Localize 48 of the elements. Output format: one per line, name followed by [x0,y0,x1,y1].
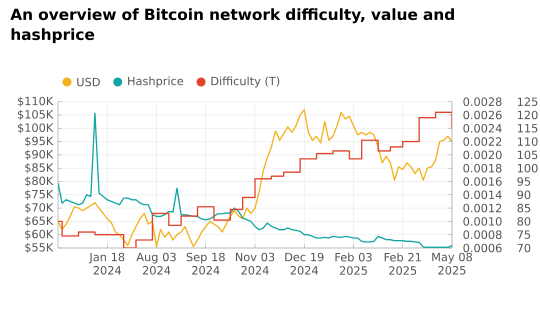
y3-tick-label: 125 [518,97,538,106]
y3-tick-label: 95 [517,177,530,186]
y-tick-label: $85K [25,163,54,174]
y3-tick-label: 70 [518,244,530,252]
y2-tick-label: 0.0012 [463,204,502,212]
y2-tick-label: 0.0008 [463,230,502,239]
y-tick-label: $65K [25,216,54,227]
x-tick-label: May 08 2025 [432,252,472,275]
y-tick-label: $110K [18,96,54,107]
y-tick-label: $90K [25,150,54,160]
y3-tick-label: 80 [517,217,530,226]
y2-tick-label: 0.0016 [463,177,502,186]
y2-tick-label: 0.0024 [463,124,502,133]
x-tick-label: Feb 03 2025 [335,252,372,275]
y3-tick-label: 100 [518,164,538,172]
y2-tick-label: 0.0018 [463,164,502,172]
y3-tick-label: 105 [518,150,538,160]
x-tick-label: Sep 18 2024 [186,252,225,275]
y-tick-label: $60K [25,230,54,240]
y2-tick-label: 0.0022 [463,137,502,146]
x-tick-label: Dec 19 2024 [285,252,324,275]
y-tick-label: $100K [18,123,54,134]
y2-tick-label: 0.0026 [463,110,502,120]
legend-label: USD [77,78,100,86]
y2-tick-label: 0.0006 [463,244,502,252]
x-tick-label: Aug 03 2024 [136,252,176,275]
x-tick-label: Nov 03 2024 [236,252,274,275]
x-tick-label: Feb 21 2025 [384,252,421,275]
y3-tick-label: 115 [518,124,538,133]
y-tick-label: $95K [25,136,54,147]
legend-label: Hashprice [128,76,184,88]
y2-tick-label: 0.0010 [463,217,502,226]
y2-tick-label: 0.0020 [463,150,502,160]
y3-tick-label: 75 [518,230,530,239]
x-tick-label: Jan 18 2024 [88,252,124,275]
y3-tick-label: 110 [518,137,538,146]
y-tick-label: $75K [25,190,54,200]
y-tick-label: $80K [25,176,54,187]
y-tick-label: $55K [25,242,54,254]
y-tick-label: $105K [18,110,54,120]
legend-label: Difficulty (T) [211,76,280,88]
y2-tick-label: 0.0028 [463,97,502,106]
y3-tick-label: 85 [517,204,530,212]
y3-tick-label: 90 [517,190,530,200]
y-tick-label: $70K [25,202,54,214]
y2-tick-label: 0.0014 [463,190,502,200]
y3-tick-label: 120 [518,110,538,120]
chart-title: An overview of Bitcoin network difficulty, value and hashprice [10,8,454,44]
